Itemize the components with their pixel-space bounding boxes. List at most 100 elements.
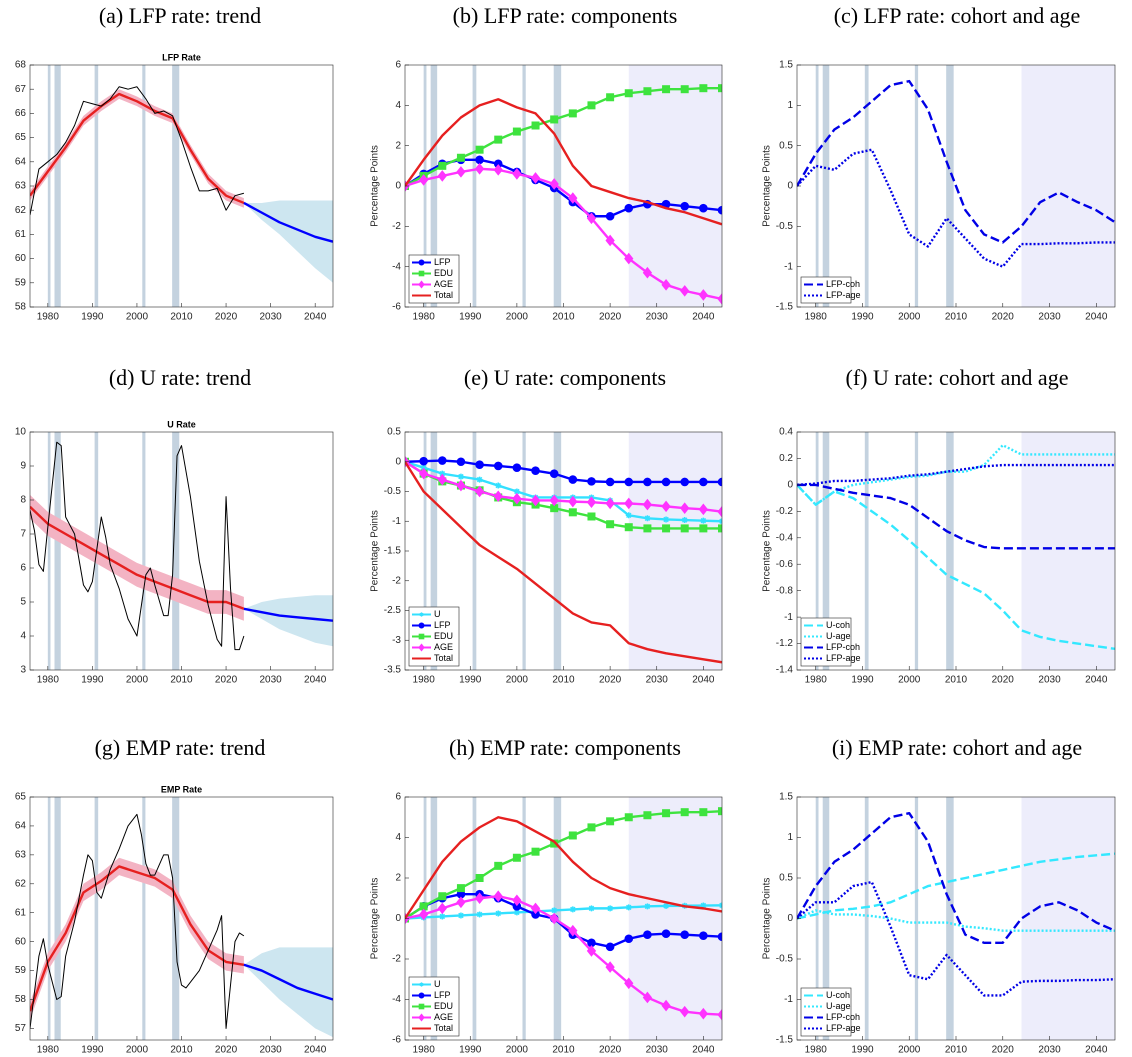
x-tick-label: 2030	[646, 312, 669, 323]
x-tick-label: 1990	[459, 312, 482, 323]
legend-label: AGE	[434, 279, 453, 289]
marker	[625, 904, 632, 911]
marker	[586, 945, 597, 957]
marker	[418, 1003, 425, 1010]
marker	[624, 934, 634, 944]
marker	[513, 488, 520, 495]
x-tick-label: 2040	[304, 675, 327, 686]
legend-label: LFP-coh	[826, 1012, 860, 1022]
x-tick-label: 2020	[215, 1045, 238, 1056]
plot-content	[30, 65, 333, 307]
marker	[513, 909, 520, 916]
y-tick-label: -2	[392, 221, 401, 232]
marker	[474, 485, 485, 498]
recession-band	[946, 797, 954, 1040]
x-tick-label: 2000	[506, 1045, 529, 1056]
legend-label: EDU	[434, 268, 453, 278]
marker	[624, 477, 634, 487]
marker	[476, 476, 483, 483]
x-tick-label: 2040	[1085, 1045, 1108, 1056]
marker	[530, 494, 541, 507]
marker	[475, 155, 484, 165]
recession-band	[522, 65, 526, 307]
y-tick-label: -4	[392, 994, 401, 1005]
recession-band	[54, 432, 61, 670]
recession-band	[472, 65, 477, 307]
marker	[512, 894, 522, 907]
marker	[568, 192, 578, 204]
y-tick-label: 2	[395, 140, 401, 151]
series-line	[30, 441, 245, 651]
series-line	[797, 909, 1115, 932]
marker	[662, 809, 671, 818]
y-tick-label: 1.5	[779, 792, 793, 803]
recession-band	[822, 65, 830, 307]
y-tick-label: 63	[15, 849, 27, 860]
marker	[456, 153, 465, 162]
y-tick-label: 4	[395, 100, 401, 111]
marker	[437, 473, 447, 486]
recession-band	[142, 797, 146, 1040]
marker	[474, 163, 485, 175]
legend-label: LFP-age	[826, 653, 861, 663]
y-tick-label: 8	[20, 495, 26, 506]
y-tick-label: 64	[15, 821, 27, 832]
marker	[717, 293, 722, 305]
recession-band	[472, 432, 477, 670]
marker	[456, 479, 466, 492]
recession-band	[142, 432, 146, 670]
forecast-shade	[1021, 432, 1115, 670]
marker	[512, 853, 521, 862]
marker	[661, 999, 671, 1012]
marker	[568, 475, 578, 484]
x-tick-label: 2040	[304, 1045, 327, 1056]
x-tick-label: 2030	[259, 1045, 282, 1056]
forecast-shade	[628, 65, 722, 307]
marker	[624, 203, 634, 213]
plot-area: -1.4 -1.2 -1 -0.8 -0.6 -0.4 -0.2 0 0.2 0.4 1980 199…	[762, 427, 1116, 686]
y-tick-label: 62	[15, 878, 27, 889]
marker	[418, 622, 425, 629]
marker	[717, 477, 722, 487]
x-tick-label: 2020	[992, 1045, 1015, 1056]
uncertainty-band	[30, 494, 244, 621]
panel-title: (f) U rate: cohort and age	[846, 365, 1069, 390]
legend-label: EDU	[434, 631, 453, 641]
x-tick-label: 1980	[37, 675, 60, 686]
plot-content	[797, 65, 1115, 307]
recession-band	[914, 65, 919, 307]
y-tick-label: 6	[395, 60, 401, 71]
x-tick-label: 2010	[945, 675, 968, 686]
marker	[699, 524, 708, 533]
legend-label: U-coh	[826, 620, 850, 630]
legend-label: EDU	[434, 1001, 453, 1011]
legend-label: U	[434, 609, 441, 619]
plot-title: LFP Rate	[162, 52, 201, 62]
x-tick-label: 2020	[599, 312, 622, 323]
marker	[587, 477, 596, 486]
y-tick-label: 59	[15, 965, 27, 976]
y-tick-label: 2	[395, 873, 401, 884]
marker	[698, 503, 708, 516]
recession-band	[430, 65, 438, 307]
legend-label: Total	[434, 1023, 453, 1033]
plot-content	[405, 65, 722, 307]
recession-band	[822, 797, 830, 1040]
plot-title: EMP Rate	[161, 784, 202, 794]
recession-band	[430, 797, 438, 1040]
y-tick-label: -6	[392, 1035, 401, 1046]
marker	[643, 477, 652, 487]
marker	[680, 930, 690, 940]
y-tick-label: 60	[15, 936, 27, 947]
y-tick-label: 0	[395, 181, 401, 192]
marker	[605, 942, 615, 952]
marker	[700, 902, 707, 909]
marker	[663, 516, 670, 523]
y-tick-label: -1	[784, 261, 793, 272]
marker	[418, 1013, 425, 1022]
series-line	[797, 880, 1115, 997]
marker	[680, 1005, 690, 1018]
x-tick-label: 2040	[1085, 312, 1108, 323]
marker	[550, 115, 559, 124]
plot-title: U Rate	[167, 419, 196, 429]
